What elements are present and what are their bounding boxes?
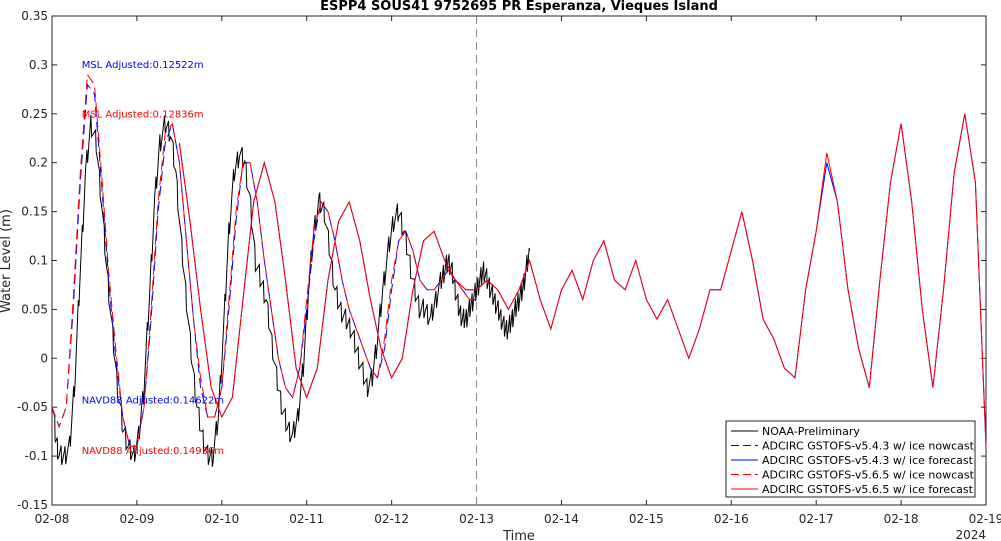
annotation-label: MSL Adjusted:0.12522m [82,60,204,71]
legend-entry: ADCIRC GSTOFS-v5.4.3 w/ ice forecast [762,454,974,467]
legend-entry: NOAA-Preliminary [762,425,860,438]
y-tick-label: 0.05 [21,302,48,316]
series-line-5 [178,113,987,447]
year-label: 2024 [955,528,986,541]
x-tick-label: 02-17 [799,512,834,526]
x-axis-label: Time [502,529,535,541]
y-tick-label: -0.05 [17,400,48,414]
legend-box [725,420,976,498]
series-line-1 [51,114,531,467]
x-tick-label: 02-19 [969,512,1001,526]
y-tick-label: 0.25 [21,107,48,121]
y-axis-label: Water Level (m) [0,209,14,313]
x-tick-label: 02-10 [204,512,239,526]
y-tick-label: 0.15 [21,205,48,219]
x-tick-label: 02-08 [35,512,70,526]
legend-entry: ADCIRC GSTOFS-v5.6.5 w/ ice forecast [762,483,974,496]
y-tick-label: 0.1 [29,254,48,268]
x-tick-label: 02-12 [374,512,409,526]
annotations: MSL Adjusted:0.12522m MSL Adjusted:0.1283… [82,60,224,457]
x-tick-label: 02-18 [884,512,919,526]
y-axis-ticks: -0.15 -0.1 -0.05 0 0.05 0.1 0.15 0.2 0.25 0.3 0.35 [17,9,986,512]
y-tick-label: 0 [40,351,48,365]
legend-entry: ADCIRC GSTOFS-v5.4.3 w/ ice nowcast [762,440,975,453]
x-tick-label: 02-14 [544,512,579,526]
x-tick-label: 02-09 [119,512,154,526]
annotation-label: MSL Adjusted:0.12836m [82,110,204,121]
legend: NOAA-Preliminary ADCIRC GSTOFS-v5.4.3 w/ … [725,420,976,498]
y-tick-label: 0.2 [29,156,48,170]
y-tick-label: 0.3 [29,58,48,72]
x-tick-label: 02-11 [289,512,324,526]
x-tick-label: 02-15 [629,512,664,526]
annotation-label: NAVD88 Adjusted:0.14936m [82,446,224,457]
legend-entry: ADCIRC GSTOFS-v5.6.5 w/ ice nowcast [762,469,975,482]
series-layer [51,73,987,467]
x-axis-ticks: 02-08 02-09 02-10 02-11 02-12 02-13 02-14 02-15… [35,16,1001,526]
series-line-4 [51,73,477,447]
annotation-label: NAVD88 Adjusted:0.14622m [82,395,224,406]
chart-title: ESPP4 SOUS41 9752695 PR Esperanza, Viequ… [320,0,718,14]
y-tick-label: 0.35 [21,9,48,23]
x-tick-label: 02-16 [714,512,749,526]
x-tick-label: 02-13 [459,512,494,526]
y-tick-label: -0.15 [17,498,48,512]
y-tick-label: -0.1 [25,449,48,463]
